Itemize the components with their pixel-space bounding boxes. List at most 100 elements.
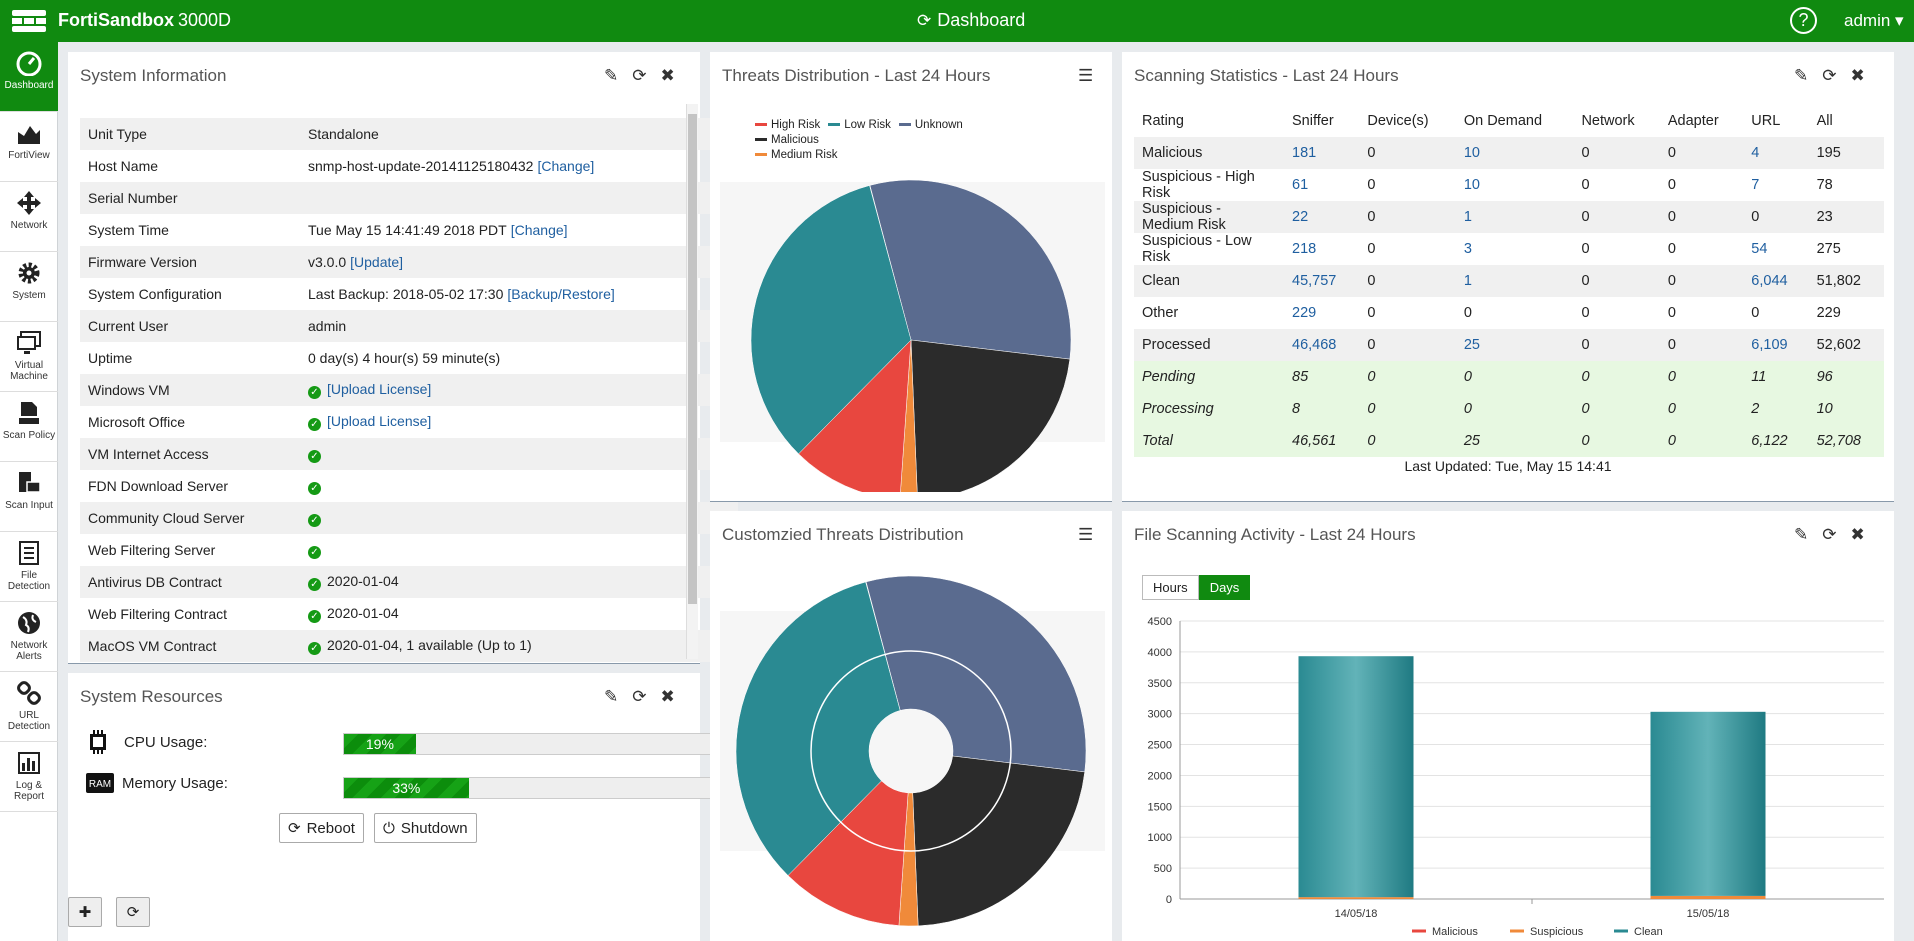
legend-item[interactable]: High Risk (755, 119, 820, 131)
menu-icon[interactable]: ☰ (1078, 66, 1094, 85)
table-cell[interactable]: 10 (1463, 177, 1480, 193)
refresh-all-button[interactable]: ⟳ (116, 897, 150, 927)
table-cell: 0 (1581, 305, 1590, 321)
sidebar-item-network[interactable]: Network (0, 182, 58, 252)
table-cell: 0 (1659, 361, 1744, 393)
sidebar-item-scan-policy[interactable]: Scan Policy (0, 392, 58, 462)
table-cell: 0 (1359, 361, 1456, 393)
table-cell[interactable]: 1 (1455, 265, 1574, 297)
sidebar-item-url-detection[interactable]: URL Detection (0, 672, 58, 742)
bar-suspicious (1650, 895, 1766, 899)
close-icon[interactable]: ✖ (1850, 66, 1865, 85)
table-row: Clean 45,757 0 1 0 0 6,044 51,802 (1134, 265, 1884, 297)
column-header: Rating (1142, 113, 1184, 129)
close-icon[interactable]: ✖ (1850, 525, 1865, 544)
check-icon: ✓ (308, 642, 321, 655)
table-cell[interactable]: 61 (1292, 177, 1309, 193)
sidebar-item-system[interactable]: System (0, 252, 58, 322)
table-cell: Pending (1134, 361, 1284, 393)
refresh-icon[interactable]: ⟳ (1822, 525, 1837, 544)
monitor-icon (17, 331, 41, 354)
table-cell[interactable]: 6,109 (1743, 329, 1809, 361)
table-cell[interactable]: 181 (1284, 137, 1360, 169)
shutdown-button[interactable]: ⏻ Shutdown (374, 813, 477, 843)
value-text: Tue May 15 14:41:49 2018 PDT (308, 222, 507, 238)
sidebar-item-scan-input[interactable]: Scan Input (0, 462, 58, 532)
column-header: Device(s) (1367, 113, 1429, 129)
table-cell[interactable]: 25 (1455, 329, 1574, 361)
table-cell[interactable]: 22 (1284, 201, 1360, 233)
row-key: System Configuration (88, 286, 222, 302)
table-row: FDN Download Server ✓ (80, 470, 738, 502)
edit-icon[interactable]: ✎ (1794, 525, 1809, 544)
tab-days[interactable]: Days (1198, 575, 1251, 600)
table-cell[interactable]: 229 (1292, 305, 1317, 321)
refresh-icon[interactable]: ⟳ (632, 687, 647, 706)
value-text: 0 day(s) 4 hour(s) 59 minute(s) (308, 350, 501, 366)
bar-chart-icon (18, 752, 40, 774)
table-cell: 11 (1743, 361, 1809, 393)
table-cell[interactable]: 46,468 (1284, 329, 1360, 361)
table-cell: 0 (1667, 305, 1676, 321)
help-icon[interactable]: ? (1790, 7, 1817, 34)
action-link[interactable]: [Change] (510, 222, 568, 238)
edit-icon[interactable]: ✎ (604, 66, 619, 85)
table-cell[interactable]: 54 (1751, 241, 1768, 257)
refresh-icon[interactable]: ⟳ (1822, 66, 1837, 85)
reboot-button[interactable]: ⟳ Reboot (279, 813, 364, 843)
refresh-icon[interactable]: ⟳ (632, 66, 647, 85)
refresh-icon[interactable]: ⟳ (917, 10, 932, 30)
edit-icon[interactable]: ✎ (604, 687, 619, 706)
add-widget-button[interactable]: ✚ (68, 897, 102, 927)
sidebar-item-fortiview[interactable]: FortiView (0, 112, 58, 182)
tab-hours[interactable]: Hours (1142, 575, 1199, 600)
system-info-scrollbar[interactable] (686, 104, 698, 659)
memory-usage-bar: 33% (343, 777, 723, 799)
check-icon: ✓ (308, 546, 321, 559)
globe-icon (18, 612, 40, 634)
sidebar-item-label: Log & Report (13, 780, 44, 802)
table-row: Total 46,561 0 25 0 0 6,122 52,708 (1134, 425, 1884, 457)
action-link[interactable]: [Update] (350, 254, 404, 270)
close-icon[interactable]: ✖ (660, 687, 675, 706)
column-header: URL (1751, 113, 1781, 129)
edit-icon[interactable]: ✎ (1794, 66, 1809, 85)
action-link[interactable]: [Change] (537, 158, 595, 174)
table-cell[interactable]: 3 (1463, 241, 1472, 257)
legend-item[interactable]: Medium Risk (755, 149, 837, 161)
sidebar-item-file-detection[interactable]: File Detection (0, 532, 58, 602)
table-cell: Suspicious - Low Risk (1142, 233, 1252, 265)
legend-item[interactable]: Malicious (755, 134, 819, 146)
threats-pie-chart (720, 179, 1105, 492)
table-cell: 23 (1808, 201, 1884, 233)
row-key: Microsoft Office (88, 414, 185, 430)
menu-icon[interactable]: ☰ (1078, 525, 1094, 544)
y-tick-label: 2500 (1148, 740, 1172, 752)
user-menu[interactable]: admin ▾ (1844, 11, 1904, 30)
action-link[interactable]: [Backup/Restore] (507, 286, 615, 302)
legend-item[interactable]: Low Risk (828, 119, 891, 131)
y-tick-label: 0 (1166, 894, 1172, 906)
table-cell: 0 (1367, 177, 1376, 193)
table-row: Suspicious - Low Risk 218 0 3 0 0 54 275 (1134, 233, 1884, 265)
sidebar-item-log-report[interactable]: Log & Report (0, 742, 58, 812)
table-cell[interactable]: 6,044 (1743, 265, 1809, 297)
sidebar-item-dashboard[interactable]: Dashboard (0, 42, 58, 112)
y-tick-label: 3000 (1148, 709, 1172, 721)
close-icon[interactable]: ✖ (660, 66, 675, 85)
table-cell[interactable]: 218 (1292, 241, 1317, 257)
sidebar-item-network-alerts[interactable]: Network Alerts (0, 602, 58, 672)
table-cell[interactable]: 4 (1743, 137, 1809, 169)
sidebar-item-virtual-machine[interactable]: Virtual Machine (0, 322, 58, 392)
column-header: Sniffer (1292, 113, 1334, 129)
action-link[interactable]: [Upload License] (327, 381, 432, 397)
table-cell[interactable]: 10 (1455, 137, 1574, 169)
table-cell[interactable]: 7 (1751, 177, 1760, 193)
x-tick-label: 15/05/18 (1687, 908, 1730, 920)
table-cell[interactable]: 45,757 (1284, 265, 1360, 297)
memory-usage-label: Memory Usage: (122, 774, 228, 792)
table-cell[interactable]: 1 (1455, 201, 1574, 233)
legend-item[interactable]: Unknown (898, 119, 963, 131)
y-tick-label: 4000 (1148, 647, 1172, 659)
action-link[interactable]: [Upload License] (327, 413, 432, 429)
